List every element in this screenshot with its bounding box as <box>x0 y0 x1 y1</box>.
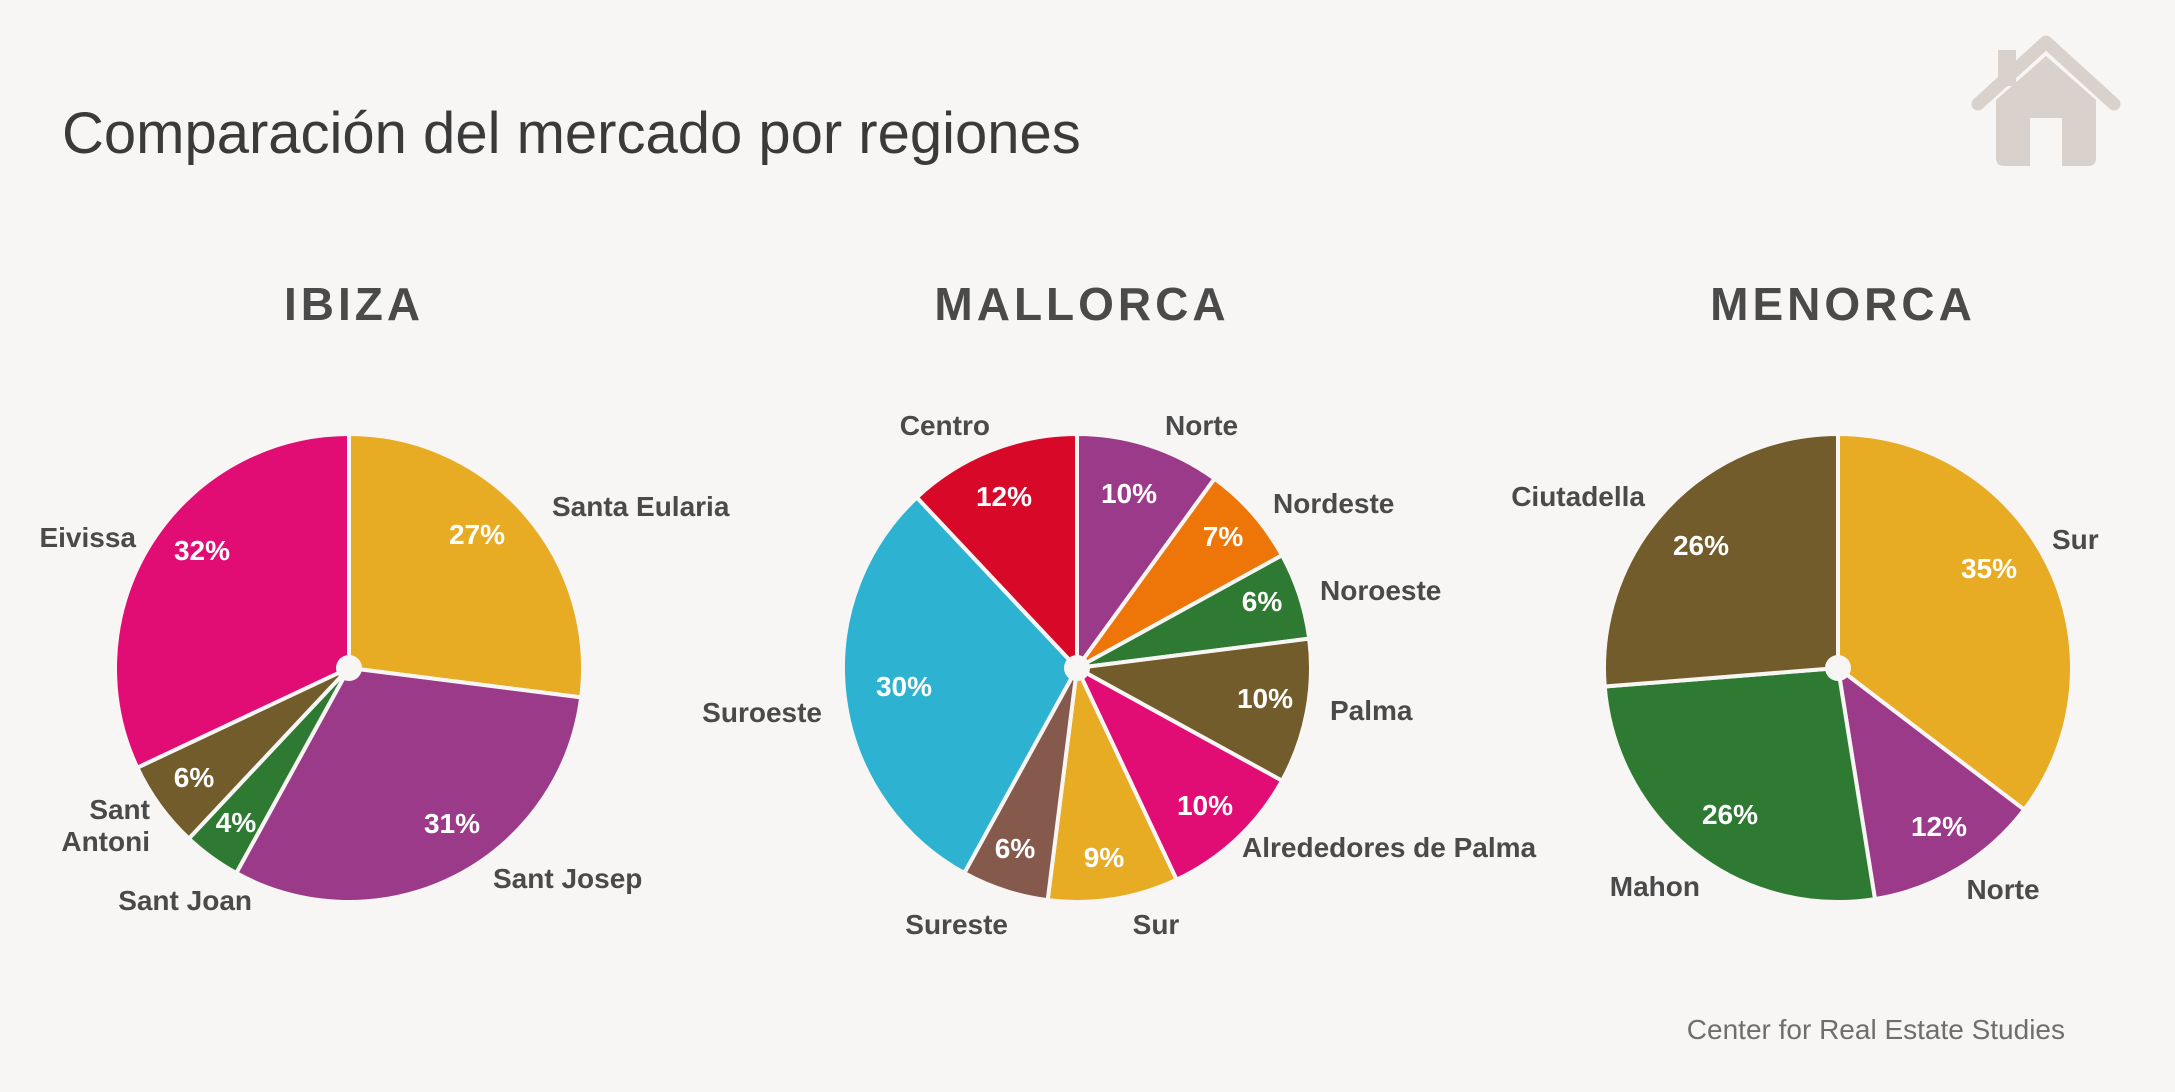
mallorca-slice-centro <box>914 432 1079 670</box>
menorca-category-label-mahon: Mahon <box>1610 871 1700 902</box>
mallorca-category-label-sur: Sur <box>1133 909 1180 940</box>
ibiza-value-label-sant-josep: 31% <box>424 808 480 839</box>
mallorca-center-dot <box>1064 655 1090 681</box>
menorca-slice-sur <box>1836 432 2074 812</box>
ibiza-center-dot <box>336 655 362 681</box>
menorca-slice-norte <box>1836 666 2027 902</box>
menorca-category-label-ciutadella: Ciutadella <box>1511 481 1645 512</box>
mallorca-slice-norte <box>1075 432 1217 670</box>
mallorca-slice-alrededores-de-palma <box>1075 666 1285 882</box>
menorca-value-label-mahon: 26% <box>1702 799 1758 830</box>
menorca-value-label-ciutadella: 26% <box>1673 530 1729 561</box>
ibiza-value-label-sant-antoni: 6% <box>174 762 215 793</box>
ibiza-chart-title: IBIZA <box>284 278 424 330</box>
mallorca-value-label-norte: 10% <box>1101 478 1157 509</box>
ibiza-value-label-sant-joan: 4% <box>216 807 257 838</box>
mallorca-value-label-centro: 12% <box>976 481 1032 512</box>
ibiza-category-label-santa-eularia: Santa Eularia <box>552 491 730 522</box>
mallorca-value-label-nordeste: 7% <box>1203 521 1244 552</box>
mallorca-slice-palma <box>1075 636 1313 783</box>
ibiza-value-label-eivissa: 32% <box>174 535 230 566</box>
menorca-center-dot <box>1825 655 1851 681</box>
ibiza-slice-santa-eularia <box>347 432 585 700</box>
mallorca-category-label-nordeste: Nordeste <box>1273 488 1394 519</box>
mallorca-category-label-alrededores-de-palma: Alrededores de Palma <box>1242 832 1537 863</box>
mallorca-value-label-palma: 10% <box>1237 683 1293 714</box>
ibiza-slice-sant-josep <box>234 666 584 904</box>
mallorca-category-label-palma: Palma <box>1330 695 1413 726</box>
ibiza-category-label-eivissa: Eivissa <box>39 522 136 553</box>
mallorca-chart-title: MALLORCA <box>934 278 1229 330</box>
mallorca-category-label-suroeste: Suroeste <box>702 697 822 728</box>
mallorca-category-label-sureste: Sureste <box>905 909 1008 940</box>
mallorca-value-label-suroeste: 30% <box>876 671 932 702</box>
mallorca-slice-sur <box>1045 666 1179 904</box>
menorca-value-label-norte: 12% <box>1911 811 1967 842</box>
mallorca-value-label-noroeste: 6% <box>1242 586 1283 617</box>
ibiza-slice-eivissa <box>113 432 351 770</box>
mallorca-category-label-centro: Centro <box>900 410 990 441</box>
mallorca-slice-suroeste <box>841 495 1079 876</box>
mallorca-value-label-alrededores-de-palma: 10% <box>1177 790 1233 821</box>
mallorca-category-label-norte: Norte <box>1165 410 1238 441</box>
menorca-value-label-sur: 35% <box>1961 553 2017 584</box>
ibiza-category-label-sant-antoni: Sant Antoni <box>61 794 150 857</box>
mallorca-value-label-sur: 9% <box>1084 842 1125 873</box>
ibiza-value-label-santa-eularia: 27% <box>449 519 505 550</box>
menorca-category-label-sur: Sur <box>2052 524 2099 555</box>
page-title: Comparación del mercado por regiones <box>62 101 1081 166</box>
mallorca-category-label-noroeste: Noroeste <box>1320 575 1441 606</box>
source-credit: Center for Real Estate Studies <box>1686 1014 2065 1045</box>
house-icon <box>1971 35 2121 166</box>
mallorca-value-label-sureste: 6% <box>995 833 1036 864</box>
ibiza-category-label-sant-joan: Sant Joan <box>118 885 252 916</box>
menorca-slice-ciutadella <box>1602 432 1840 689</box>
menorca-chart-title: MENORCA <box>1710 278 1976 330</box>
ibiza-category-label-sant-josep: Sant Josep <box>493 863 642 894</box>
menorca-category-label-norte: Norte <box>1966 874 2039 905</box>
menorca-slice-mahon <box>1602 666 1877 904</box>
